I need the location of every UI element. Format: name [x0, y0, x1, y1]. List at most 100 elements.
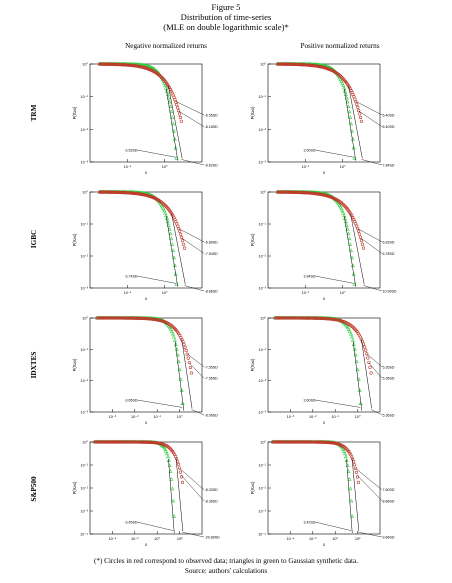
observed-circle-marker — [316, 316, 320, 320]
observed-circle-marker — [128, 440, 132, 444]
annotation-arrow — [368, 363, 383, 379]
y-axis-label: P(X≥x) — [250, 358, 255, 371]
observed-circle-marker — [300, 316, 304, 320]
observed-circle-marker — [111, 440, 116, 444]
observed-circle-marker — [144, 317, 148, 321]
y-tick-label: 10⁻¹ — [259, 223, 267, 227]
observed-circle-marker — [309, 316, 313, 320]
annotation-arrow — [191, 409, 205, 416]
observed-circle-marker — [182, 342, 186, 347]
y-axis-label: P(X≥x) — [72, 481, 77, 494]
gaussian-triangle-marker — [163, 83, 168, 87]
annotation-label: 5.36SD — [383, 413, 395, 417]
observed-circle-marker — [119, 316, 124, 320]
x-tick-label: 10⁻¹ — [331, 415, 339, 419]
observed-circle-marker — [141, 440, 145, 444]
observed-circle-marker — [108, 440, 113, 444]
observed-circle-marker — [317, 316, 321, 320]
gaussian-triangle-marker — [166, 223, 171, 227]
annotation-arrow — [361, 159, 383, 166]
gaussian-triangle-marker — [169, 109, 174, 114]
x-tick-label: 10⁻² — [131, 537, 139, 541]
annotation-arrow — [137, 149, 176, 158]
observed-circle-marker — [175, 103, 179, 107]
x-tick-label: 10⁰ — [177, 415, 183, 419]
x-axis-label: x — [145, 170, 148, 175]
gaussian-triangle-marker — [167, 463, 172, 467]
observed-circle-marker — [122, 316, 126, 320]
observed-circle-marker — [353, 466, 358, 470]
gaussian-triangle-marker — [170, 331, 175, 336]
observed-circle-marker — [134, 316, 138, 320]
x-tick-label: 10⁻¹ — [124, 291, 132, 295]
observed-circle-marker — [365, 352, 369, 356]
annotation-label: 7.84SD — [383, 163, 395, 167]
annotation-label: -6.18SD — [205, 125, 219, 129]
annotation-label: 3.60SD — [304, 398, 316, 402]
gaussian-triangle-marker — [169, 476, 174, 481]
observed-circle-marker — [137, 440, 141, 444]
gaussian-triangle-marker — [172, 136, 177, 141]
y-tick-label: 10⁻³ — [259, 287, 267, 291]
observed-circle-marker — [290, 316, 294, 320]
gaussian-triangle-marker — [163, 447, 168, 451]
observed-circle-marker — [367, 360, 371, 365]
observed-circle-marker — [176, 106, 180, 110]
observed-circle-marker — [107, 316, 111, 320]
observed-circle-marker — [274, 316, 278, 320]
gaussian-triangle-marker — [168, 327, 173, 331]
annotation-label: -7.54SD — [205, 252, 219, 256]
observed-circle-marker — [136, 440, 140, 444]
gaussian-triangle-marker — [170, 115, 175, 119]
gaussian-triangle-marker — [340, 208, 345, 213]
observed-circle-marker — [102, 316, 107, 320]
observed-circle-marker — [125, 316, 129, 320]
observed-circle-marker — [322, 316, 326, 321]
observed-circle-marker — [306, 316, 311, 320]
chart-panel: 10⁻³ 10⁻² 10⁻¹ 10⁰ 10⁻¹ 10⁰ x P(X≥x) -6.55SD -6.1… — [62, 56, 222, 184]
observed-circle-marker — [135, 440, 139, 444]
gaussian-triangle-marker — [357, 388, 362, 392]
chart-svg: 10⁻³ 10⁻² 10⁻¹ 10⁰ 10⁻³ 10⁻² 10⁻¹ 10⁰ x P(X≥x) -7.… — [72, 315, 218, 425]
annotation-arrow — [315, 275, 354, 284]
figure-source: Source: authors' calculations — [184, 567, 268, 575]
observed-circle-marker — [355, 224, 359, 228]
observed-circle-marker — [138, 440, 142, 444]
gaussian-triangle-marker — [347, 109, 352, 114]
gaussian-triangle-marker — [172, 338, 177, 342]
gaussian-triangle-marker — [345, 463, 350, 467]
plot-frame — [267, 63, 381, 163]
observed-circle-marker — [126, 440, 130, 444]
observed-circle-marker — [357, 108, 361, 113]
chart-svg: 10⁻⁴ 10⁻³ 10⁻² 10⁻¹ 10⁰ 10⁻⁴ 10⁻² 10⁰ 10² x P(X≥x)… — [250, 439, 395, 547]
observed-circle-marker — [276, 316, 280, 320]
annotation-arrow — [182, 531, 205, 538]
observed-circle-marker — [285, 316, 289, 320]
observed-circle-marker — [368, 365, 372, 370]
annotation-arrow — [360, 238, 383, 254]
observed-circle-marker — [304, 316, 309, 320]
observed-circle-marker — [102, 440, 106, 444]
observed-circle-marker — [125, 440, 129, 444]
gaussian-triangle-marker — [171, 334, 176, 339]
observed-circle-marker — [143, 440, 147, 444]
fit-line-gaussian — [343, 216, 357, 287]
observed-circle-marker — [361, 246, 366, 250]
x-axis-label: x — [323, 170, 326, 175]
gaussian-triangle-marker — [350, 338, 355, 342]
observed-circle-marker — [109, 316, 113, 320]
gaussian-triangle-marker — [347, 476, 352, 481]
annotation-arrow — [358, 110, 383, 127]
y-tick-label: 10⁰ — [260, 441, 266, 445]
observed-circle-marker — [287, 316, 291, 320]
observed-circle-marker — [288, 316, 292, 320]
observed-circle-marker — [180, 239, 185, 243]
gaussian-triangle-marker — [172, 263, 177, 267]
observed-circle-marker — [360, 339, 365, 344]
observed-circle-marker — [179, 119, 183, 123]
observed-circle-marker — [181, 340, 185, 344]
observed-circle-marker — [363, 345, 367, 349]
observed-circle-marker — [318, 316, 323, 320]
gaussian-triangle-marker — [180, 401, 185, 405]
observed-circle-marker — [355, 475, 360, 479]
